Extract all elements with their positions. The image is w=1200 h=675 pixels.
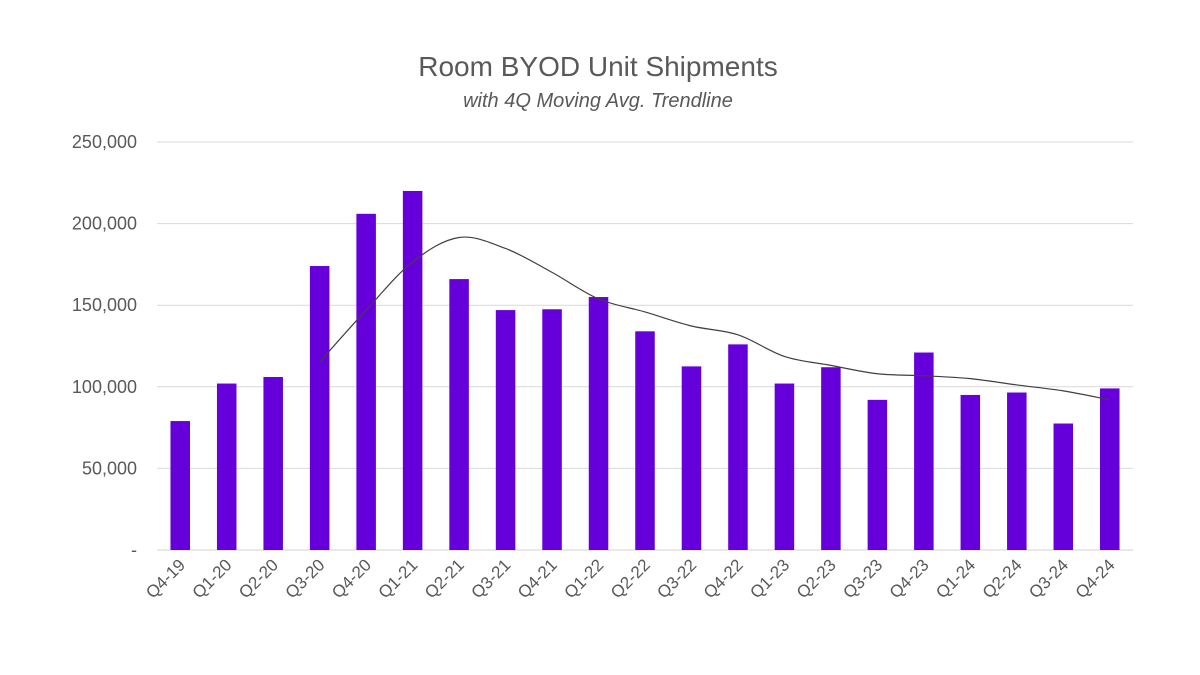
bar <box>914 352 934 550</box>
x-tick-label: Q2-22 <box>607 555 654 602</box>
y-tick-label: 250,000 <box>72 132 137 152</box>
y-tick-label: 200,000 <box>72 214 137 234</box>
bar <box>774 383 795 550</box>
x-tick-label: Q4-23 <box>886 555 933 602</box>
bar <box>1100 388 1120 550</box>
trendline-layer <box>319 236 1110 401</box>
x-tick-label: Q4-21 <box>514 555 561 602</box>
y-axis-ticks: - 50,000 100,000 150,000 200,000 250,000 <box>72 132 137 560</box>
bar <box>1053 423 1074 550</box>
x-tick-label: Q1-22 <box>561 555 608 602</box>
bar <box>821 367 841 550</box>
bar <box>960 394 981 550</box>
bar <box>495 310 516 550</box>
bar <box>402 190 423 550</box>
x-axis-ticks: Q4-19 Q1-20 Q2-20 Q3-20 Q4-20 Q1-21 Q2-21 Q3-21… <box>142 555 1118 602</box>
moving-average-trendline <box>319 236 1110 401</box>
x-tick-label: Q3-22 <box>653 555 700 602</box>
y-tick-label: 50,000 <box>82 458 137 478</box>
x-tick-label: Q4-22 <box>700 555 747 602</box>
bar <box>1007 392 1027 550</box>
x-tick-label: Q2-23 <box>793 555 840 602</box>
bar <box>635 331 655 550</box>
chart-title: Room BYOD Unit Shipments <box>418 51 777 82</box>
bar <box>542 309 562 550</box>
bars <box>170 190 1120 551</box>
x-tick-label: Q4-24 <box>1072 555 1119 602</box>
x-tick-label: Q4-19 <box>142 555 189 602</box>
bar <box>449 279 469 550</box>
x-tick-label: Q2-21 <box>421 555 468 602</box>
chart-subtitle: with 4Q Moving Avg. Trendline <box>463 90 733 112</box>
x-tick-label: Q3-20 <box>282 555 329 602</box>
bar <box>309 266 330 550</box>
bar <box>356 213 376 551</box>
bar <box>728 344 748 550</box>
x-tick-label: Q4-20 <box>328 555 375 602</box>
x-tick-label: Q2-24 <box>979 555 1026 602</box>
bar <box>263 377 283 550</box>
y-tick-label: - <box>131 540 137 560</box>
bar <box>170 421 190 550</box>
x-tick-label: Q1-24 <box>932 555 979 602</box>
bar <box>681 366 702 550</box>
x-tick-label: Q1-23 <box>746 555 793 602</box>
x-tick-label: Q1-20 <box>189 555 236 602</box>
bar <box>216 383 237 550</box>
x-tick-label: Q1-21 <box>375 555 422 602</box>
y-tick-label: 150,000 <box>72 295 137 315</box>
x-tick-label: Q3-23 <box>839 555 886 602</box>
bar <box>867 399 888 550</box>
bar <box>588 297 609 550</box>
x-tick-label: Q3-21 <box>468 555 515 602</box>
y-tick-label: 100,000 <box>72 377 137 397</box>
x-tick-label: Q2-20 <box>235 555 282 602</box>
x-tick-label: Q3-24 <box>1025 555 1072 602</box>
